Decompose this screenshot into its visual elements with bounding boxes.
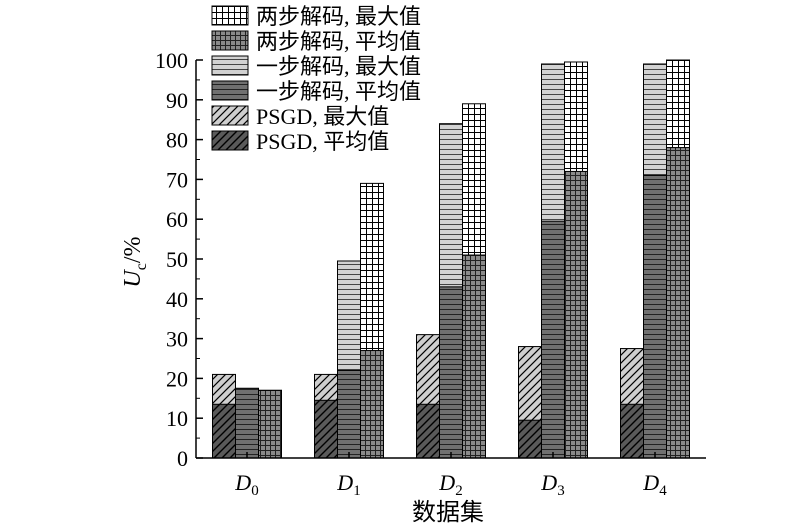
x-tick-label-3: D3: [540, 470, 564, 499]
legend-swatch-1: [211, 30, 249, 51]
bar---avg-D1: [360, 350, 384, 459]
legend-swatch-5: [211, 130, 249, 151]
x-tick-label-4: D4: [642, 470, 667, 499]
legend-label-0: 两步解码, 最大值: [256, 4, 421, 29]
legend-swatch-2: [211, 55, 249, 76]
y-tick-label-1: 10: [166, 406, 188, 431]
bar---avg-D0: [235, 387, 259, 459]
bars-layer: [212, 59, 690, 459]
bar-psgd-avg-D2: [416, 403, 440, 459]
y-tick-label-5: 50: [166, 247, 188, 272]
y-tick-label-10: 100: [155, 48, 188, 73]
legend-swatch-3: [211, 80, 249, 101]
bar-psgd-avg-D0: [212, 403, 236, 459]
bar-psgd-avg-D1: [314, 399, 338, 459]
y-tick-label-6: 60: [166, 207, 188, 232]
legend-swatch-4: [211, 105, 249, 126]
bar---avg-D0: [258, 389, 282, 459]
x-tick-label-1: D1: [336, 470, 360, 499]
y-tick-label-2: 20: [166, 366, 188, 391]
legend-label-3: 一步解码, 平均值: [256, 79, 421, 104]
y-tick-label-4: 40: [166, 287, 188, 312]
bar---avg-D1: [337, 369, 361, 459]
y-tick-label-9: 90: [166, 88, 188, 113]
y-tick-label-0: 0: [177, 446, 188, 471]
bar-psgd-avg-D4: [620, 403, 644, 459]
legend-label-1: 两步解码, 平均值: [256, 29, 421, 54]
y-tick-label-8: 80: [166, 128, 188, 153]
bar---avg-D4: [643, 174, 667, 459]
y-axis-ticks: 0 10 20 30 40 50 60 70 80 90 100: [155, 48, 203, 471]
x-tick-label-0: D0: [234, 470, 258, 499]
y-tick-label-7: 70: [166, 167, 188, 192]
bar---avg-D2: [439, 286, 463, 459]
bar---avg-D3: [564, 170, 588, 459]
legend-swatch-0: [211, 5, 249, 26]
bar---avg-D3: [541, 220, 565, 459]
y-tick-label-3: 30: [166, 327, 188, 352]
bar---avg-D2: [462, 254, 486, 459]
x-tick-label-2: D2: [438, 470, 462, 499]
bar---avg-D4: [666, 147, 690, 459]
legend-label-5: PSGD, 平均值: [256, 129, 389, 154]
y-axis-title: Uc/%: [120, 236, 150, 287]
x-axis-ticks: D0 D1 D2 D3 D4: [234, 452, 667, 499]
legend-label-4: PSGD, 最大值: [256, 104, 389, 129]
legend-label-2: 一步解码, 最大值: [256, 54, 421, 79]
bar-psgd-avg-D3: [518, 419, 542, 459]
x-axis-title: 数据集: [412, 499, 484, 526]
